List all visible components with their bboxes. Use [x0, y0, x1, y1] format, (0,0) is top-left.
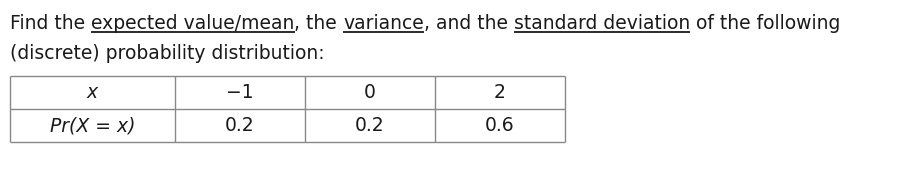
Text: , the: , the: [295, 14, 343, 33]
Text: 0.2: 0.2: [355, 116, 384, 135]
Text: expected value/mean: expected value/mean: [91, 14, 295, 33]
Text: −1: −1: [226, 83, 254, 102]
Text: standard deviation: standard deviation: [514, 14, 690, 33]
Text: 0: 0: [364, 83, 376, 102]
Text: 0.2: 0.2: [226, 116, 255, 135]
Text: (discrete) probability distribution:: (discrete) probability distribution:: [10, 44, 325, 63]
Text: Find the: Find the: [10, 14, 91, 33]
Text: 0.6: 0.6: [485, 116, 515, 135]
Text: 2: 2: [494, 83, 506, 102]
Text: Pr(X = x): Pr(X = x): [49, 116, 135, 135]
Text: x: x: [87, 83, 98, 102]
Text: , and the: , and the: [424, 14, 514, 33]
Text: of the following: of the following: [690, 14, 841, 33]
Text: variance: variance: [343, 14, 424, 33]
